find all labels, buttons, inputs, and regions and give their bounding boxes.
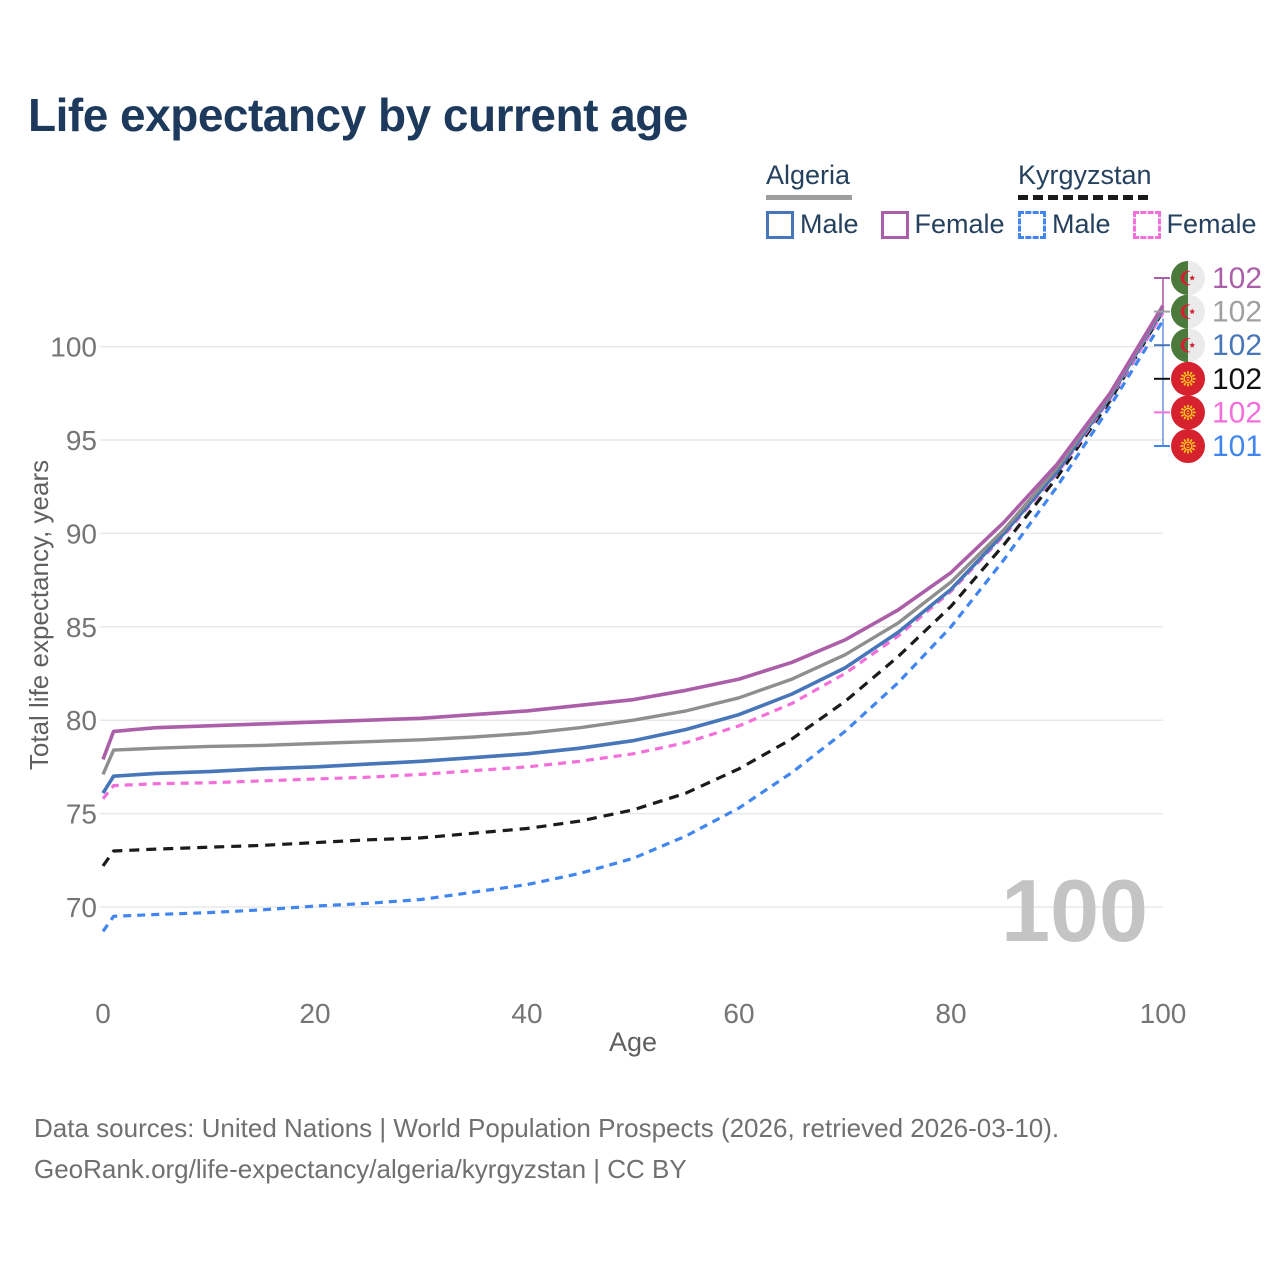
line-algeria-male[interactable] xyxy=(101,308,1165,795)
hover-age-watermark: 100 xyxy=(1001,861,1148,960)
x-tick-20: 20 xyxy=(299,998,330,1029)
y-tick-85: 85 xyxy=(66,612,97,643)
algeria-flag-icon xyxy=(1171,328,1205,363)
algeria-female-swatch-icon[interactable] xyxy=(880,210,909,239)
y-tick-70: 70 xyxy=(66,892,97,923)
leader-line-top xyxy=(1162,277,1170,306)
x-tick-0: 0 xyxy=(95,998,111,1029)
kyrgyzstan-flag-icon xyxy=(1171,429,1205,463)
y-tick-75: 75 xyxy=(66,799,97,830)
legend-item-kyrgyzstan-male[interactable]: Male xyxy=(1052,209,1111,239)
footer-data-sources: Data sources: United Nations | World Pop… xyxy=(34,1113,1060,1143)
legend-item-algeria-female[interactable]: Female xyxy=(914,209,1005,239)
x-tick-100: 100 xyxy=(1140,998,1187,1029)
end-value-label-2: 102 xyxy=(1212,329,1262,362)
line-kyrgyzstan-female[interactable] xyxy=(101,312,1165,800)
y-tick-80: 80 xyxy=(66,705,97,736)
line-algeria-both-sexes[interactable] xyxy=(101,306,1165,776)
algeria-flag-icon xyxy=(1171,294,1205,329)
footer-url: GeoRank.org/life-expectancy/algeria/kyrg… xyxy=(34,1154,687,1184)
end-value-label-1: 102 xyxy=(1212,296,1262,329)
y-axis-title: Total life expectancy, years xyxy=(24,460,54,770)
x-tick-80: 80 xyxy=(935,998,966,1029)
legend-group-algeria: Algeria Male Female xyxy=(766,160,1021,240)
legend-item-kyrgyzstan-female[interactable]: Female xyxy=(1166,209,1257,239)
y-tick-90: 90 xyxy=(66,518,97,549)
legend-item-algeria-male[interactable]: Male xyxy=(800,209,859,239)
legend-underline-algeria xyxy=(766,195,852,200)
legend-country-kyrgyzstan: Kyrgyzstan xyxy=(1018,160,1152,190)
x-axis-title: Age xyxy=(609,1027,657,1057)
kyrgyzstan-flag-icon xyxy=(1171,395,1205,430)
y-tick-100: 100 xyxy=(50,332,97,363)
end-value-label-3: 102 xyxy=(1212,363,1262,396)
kyrgyzstan-female-swatch-icon[interactable] xyxy=(1132,210,1161,239)
end-value-label-4: 102 xyxy=(1212,396,1262,429)
legend-underline-kyrgyzstan xyxy=(1018,195,1148,200)
algeria-flag-icon xyxy=(1171,261,1205,295)
x-tick-40: 40 xyxy=(511,998,542,1029)
leader-line-bracket xyxy=(1162,318,1170,447)
x-tick-60: 60 xyxy=(723,998,754,1029)
line-algeria-female[interactable] xyxy=(101,304,1165,761)
kyrgyzstan-flag-icon xyxy=(1171,361,1205,396)
kyrgyzstan-male-swatch-icon[interactable] xyxy=(1018,210,1046,239)
footer: Data sources: United Nations | World Pop… xyxy=(34,1108,1059,1190)
algeria-male-swatch-icon[interactable] xyxy=(766,210,794,239)
legend-group-kyrgyzstan: Kyrgyzstan Male Female xyxy=(1018,160,1273,240)
end-value-label-0: 102 xyxy=(1212,262,1262,295)
line-kyrgyzstan-both-sexes[interactable] xyxy=(101,310,1165,867)
end-value-label-5: 101 xyxy=(1212,430,1262,463)
page-title: Life expectancy by current age xyxy=(28,89,688,141)
y-tick-95: 95 xyxy=(66,425,97,456)
line-kyrgyzstan-male[interactable] xyxy=(101,319,1165,933)
legend-country-algeria: Algeria xyxy=(766,160,851,190)
